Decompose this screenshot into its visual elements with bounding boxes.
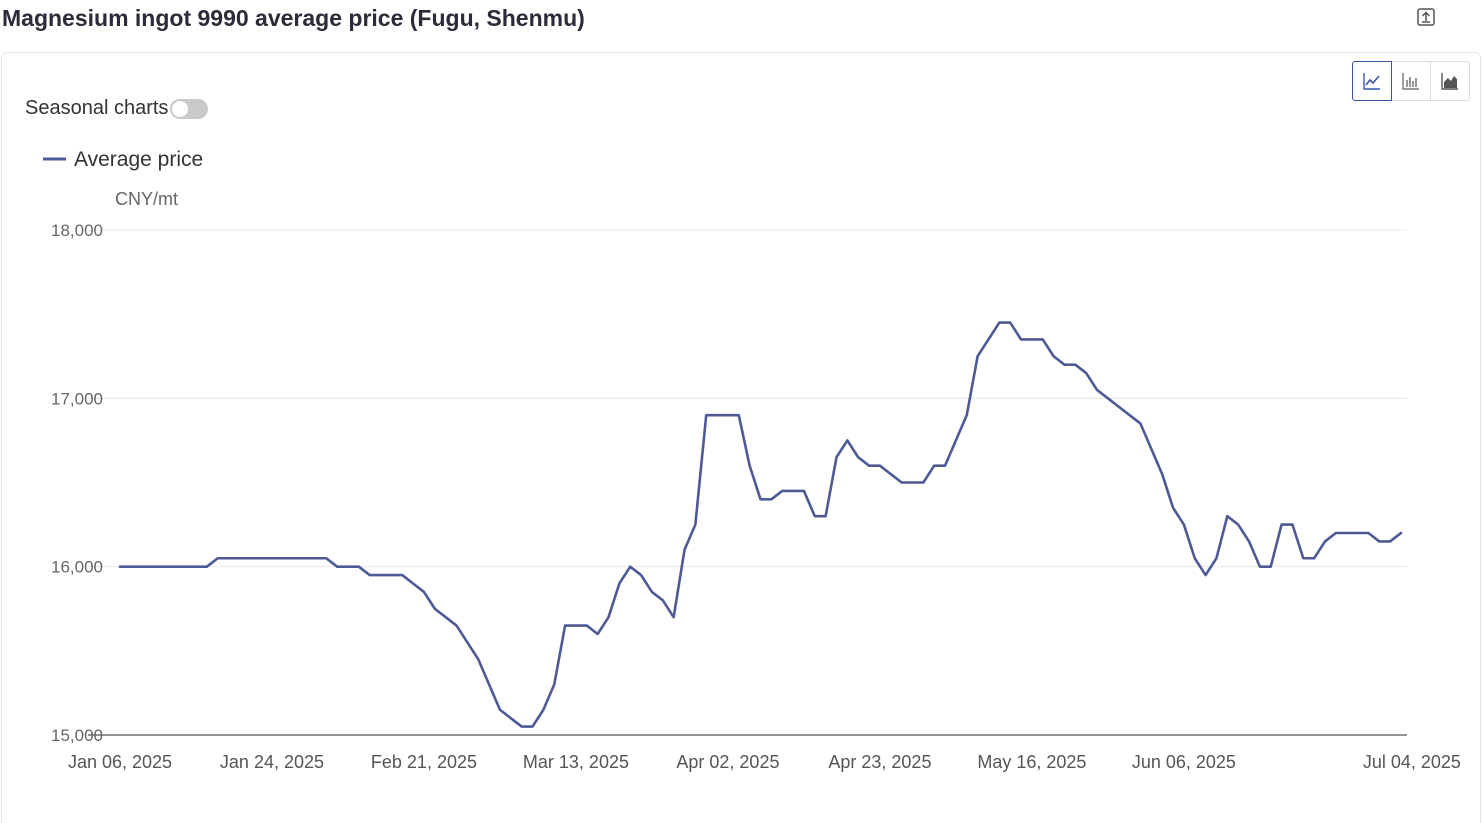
x-axis: Jan 06, 2025 Jan 24, 2025 Feb 21, 2025 Mar …: [68, 752, 1461, 772]
x-tick-label: Feb 21, 2025: [371, 752, 477, 772]
seasonal-toggle-group: Seasonal charts: [25, 97, 209, 120]
seasonal-toggle[interactable]: [170, 98, 209, 119]
x-tick-label: Jan 24, 2025: [220, 752, 324, 772]
export-icon: [1417, 8, 1435, 26]
y-axis-unit-label: CNY/mt: [115, 189, 178, 209]
toggle-knob: [172, 100, 189, 117]
y-tick-label: 18,000: [51, 221, 103, 240]
page-title: Magnesium ingot 9990 average price (Fugu…: [2, 5, 585, 31]
x-tick-label: Jul 04, 2025: [1363, 752, 1461, 772]
x-tick-label: Apr 23, 2025: [828, 752, 931, 772]
series-line-average-price: [118, 321, 1403, 728]
area-chart-button[interactable]: [1430, 61, 1470, 101]
seasonal-charts-label: Seasonal charts: [25, 97, 169, 119]
legend: Average price: [43, 148, 203, 171]
line-chart-button[interactable]: [1352, 61, 1392, 101]
chart-type-switch: [1352, 61, 1470, 101]
series-group: [118, 321, 1403, 728]
y-axis: 15,000 16,000 17,000 18,000: [51, 221, 103, 745]
y-tick-label: 17,000: [51, 389, 103, 408]
grid: [88, 229, 1407, 736]
export-button[interactable]: [1414, 5, 1438, 29]
x-tick-label: Apr 02, 2025: [676, 752, 779, 772]
x-tick-label: Jun 06, 2025: [1132, 752, 1236, 772]
line-chart-icon: [1363, 73, 1380, 90]
y-tick-label: 15,000: [51, 726, 103, 745]
area-chart-icon: [1441, 73, 1458, 90]
legend-label: Average price: [74, 148, 203, 171]
x-tick-label: May 16, 2025: [977, 752, 1086, 772]
y-tick-label: 16,000: [51, 558, 103, 577]
x-tick-label: Jan 06, 2025: [68, 752, 172, 772]
chart-card: Seasonal charts: [1, 52, 1481, 823]
x-tick-label: Mar 13, 2025: [523, 752, 629, 772]
bar-chart-icon: [1402, 73, 1419, 90]
